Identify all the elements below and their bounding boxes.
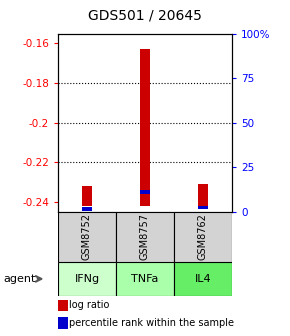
Text: log ratio: log ratio [69,300,110,310]
Bar [198,206,208,209]
Text: GSM8757: GSM8757 [140,213,150,260]
Bar [58,212,116,262]
Text: percentile rank within the sample: percentile rank within the sample [69,318,234,328]
Bar [140,191,150,194]
Bar [116,262,174,296]
Text: agent: agent [3,274,35,284]
Bar [58,300,68,311]
Bar [198,184,208,206]
Bar [174,262,232,296]
Bar [82,207,92,211]
Text: GDS501 / 20645: GDS501 / 20645 [88,8,202,22]
Bar [82,186,92,206]
Text: GSM8752: GSM8752 [82,213,92,260]
Text: TNFa: TNFa [131,274,159,284]
Bar [58,318,68,329]
Bar [58,262,116,296]
Bar [174,212,232,262]
Bar [116,212,174,262]
Bar [140,49,150,206]
Text: GSM8762: GSM8762 [198,213,208,260]
Text: IFNg: IFNg [75,274,99,284]
Text: IL4: IL4 [195,274,211,284]
